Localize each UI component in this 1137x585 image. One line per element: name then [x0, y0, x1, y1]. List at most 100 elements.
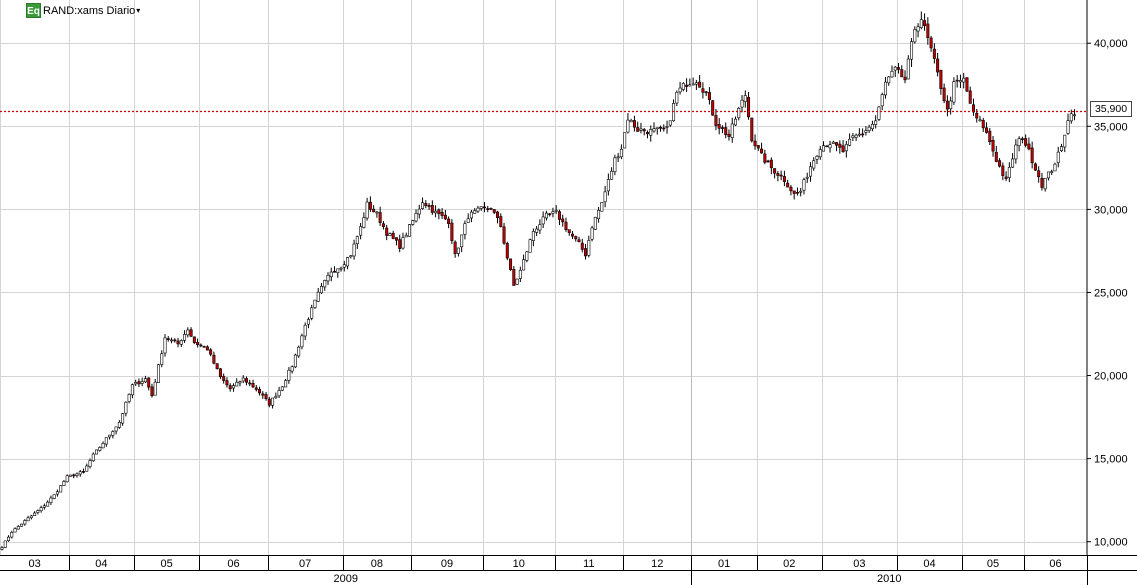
candlestick[interactable] [1043, 177, 1047, 192]
candlestick[interactable] [391, 230, 395, 240]
candlestick[interactable] [375, 210, 379, 218]
candlestick[interactable] [994, 145, 998, 163]
candlestick[interactable] [414, 209, 418, 223]
candlestick[interactable] [0, 546, 4, 551]
candlestick[interactable] [541, 211, 545, 229]
candlestick[interactable] [515, 278, 519, 285]
candlestick[interactable] [613, 154, 617, 176]
candlestick[interactable] [300, 333, 304, 350]
candlestick[interactable] [698, 75, 702, 88]
candlestick[interactable] [434, 205, 438, 218]
candlestick[interactable] [988, 128, 992, 146]
candlestick[interactable] [531, 228, 535, 247]
candlestick[interactable] [306, 317, 310, 329]
candlestick[interactable] [378, 206, 382, 226]
candlestick[interactable] [1040, 172, 1044, 191]
candlestick[interactable] [179, 339, 183, 348]
candlestick[interactable] [421, 197, 425, 210]
candlestick[interactable] [1014, 139, 1018, 164]
candlestick[interactable] [792, 190, 796, 200]
candlestick[interactable] [874, 115, 878, 129]
candlestick[interactable] [502, 222, 506, 245]
candlestick[interactable] [42, 503, 46, 510]
candlestick[interactable] [196, 338, 200, 348]
candlestick[interactable] [33, 511, 37, 516]
candlestick[interactable] [1066, 113, 1070, 135]
candlestick[interactable] [251, 379, 255, 389]
candlestick[interactable] [714, 108, 718, 131]
candlestick[interactable] [241, 375, 245, 384]
candlestick[interactable] [789, 184, 793, 196]
candlestick[interactable] [766, 159, 770, 163]
candlestick[interactable] [825, 145, 829, 148]
candlestick[interactable] [476, 205, 480, 214]
candlestick[interactable] [23, 519, 27, 526]
candlestick[interactable] [313, 299, 317, 309]
candlestick[interactable] [730, 117, 734, 143]
candlestick[interactable] [404, 232, 408, 238]
candlestick[interactable] [805, 172, 809, 183]
candlestick[interactable] [228, 383, 232, 392]
candlestick[interactable] [10, 530, 14, 539]
candlestick[interactable] [919, 11, 923, 30]
candlestick[interactable] [238, 380, 242, 387]
candlestick[interactable] [662, 124, 666, 132]
candlestick[interactable] [261, 391, 265, 399]
candlestick[interactable] [815, 155, 819, 165]
candlestick[interactable] [998, 158, 1002, 168]
candlestick[interactable] [1069, 109, 1073, 124]
candlestick[interactable] [857, 128, 861, 137]
candlestick[interactable] [98, 446, 102, 452]
candlestick[interactable] [183, 330, 187, 343]
candlestick[interactable] [1053, 162, 1057, 172]
candlestick[interactable] [1046, 171, 1050, 181]
candlestick[interactable] [1063, 134, 1067, 153]
candlestick[interactable] [91, 452, 95, 462]
candlestick[interactable] [156, 363, 160, 383]
candlestick[interactable] [883, 77, 887, 99]
candlestick[interactable] [1011, 153, 1015, 169]
candlestick[interactable] [551, 207, 555, 218]
candlestick[interactable] [267, 396, 271, 408]
candlestick[interactable] [822, 141, 826, 152]
candlestick[interactable] [486, 205, 490, 213]
candlestick[interactable] [254, 385, 258, 392]
candlestick[interactable] [916, 23, 920, 38]
candlestick[interactable] [554, 205, 558, 214]
candlestick[interactable] [388, 232, 392, 237]
candlestick[interactable] [945, 95, 949, 117]
candlestick[interactable] [645, 130, 649, 139]
candlestick[interactable] [365, 197, 369, 221]
candlestick[interactable] [170, 337, 174, 344]
candlestick[interactable] [231, 383, 235, 392]
candlestick[interactable] [652, 122, 656, 133]
candlestick[interactable] [720, 125, 724, 134]
candlestick[interactable] [222, 373, 226, 384]
candlestick[interactable] [848, 133, 852, 147]
candlestick[interactable] [65, 474, 69, 483]
candlestick[interactable] [55, 489, 59, 497]
candlestick[interactable] [287, 367, 291, 384]
candlestick[interactable] [665, 120, 669, 134]
candlestick[interactable] [372, 205, 376, 213]
candlestick[interactable] [52, 494, 56, 500]
candlestick[interactable] [26, 515, 30, 522]
candlestick[interactable] [293, 353, 297, 369]
candlestick[interactable] [753, 134, 757, 150]
candlestick[interactable] [329, 267, 333, 282]
candlestick[interactable] [808, 162, 812, 182]
candlestick[interactable] [838, 140, 842, 154]
candlestick[interactable] [496, 210, 500, 224]
candlestick[interactable] [623, 132, 627, 149]
candlestick[interactable] [492, 209, 496, 215]
candlestick[interactable] [597, 206, 601, 223]
candlestick[interactable] [760, 142, 764, 154]
candlestick[interactable] [570, 231, 574, 239]
candlestick[interactable] [779, 170, 783, 181]
candlestick[interactable] [929, 35, 933, 52]
candlestick[interactable] [385, 224, 389, 241]
candlestick[interactable] [336, 268, 340, 278]
candlestick[interactable] [186, 327, 190, 338]
candlestick[interactable] [316, 287, 320, 302]
